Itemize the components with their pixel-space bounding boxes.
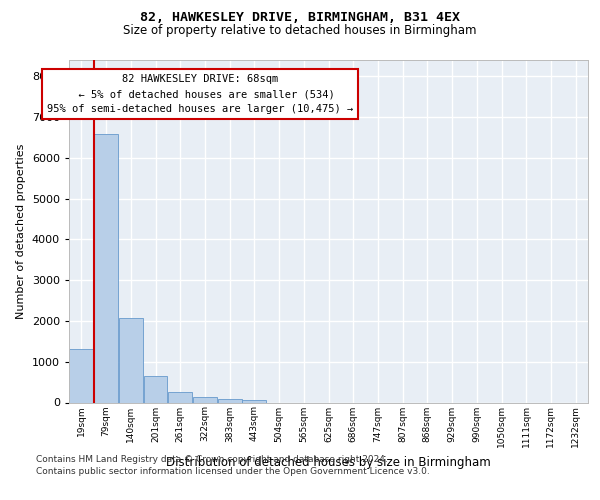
Text: Contains HM Land Registry data © Crown copyright and database right 2024.: Contains HM Land Registry data © Crown c… xyxy=(36,455,388,464)
Bar xyxy=(143,376,167,402)
Text: Contains public sector information licensed under the Open Government Licence v3: Contains public sector information licen… xyxy=(36,467,430,476)
Bar xyxy=(193,398,217,402)
Bar xyxy=(94,134,118,402)
Bar xyxy=(168,392,192,402)
Bar xyxy=(70,349,94,403)
X-axis label: Distribution of detached houses by size in Birmingham: Distribution of detached houses by size … xyxy=(166,456,491,468)
Text: Size of property relative to detached houses in Birmingham: Size of property relative to detached ho… xyxy=(123,24,477,37)
Text: 82 HAWKESLEY DRIVE: 68sqm
  ← 5% of detached houses are smaller (534)
95% of sem: 82 HAWKESLEY DRIVE: 68sqm ← 5% of detach… xyxy=(47,74,353,114)
Y-axis label: Number of detached properties: Number of detached properties xyxy=(16,144,26,319)
Bar xyxy=(242,400,266,402)
Bar xyxy=(218,399,242,402)
Bar xyxy=(119,318,143,402)
Text: 82, HAWKESLEY DRIVE, BIRMINGHAM, B31 4EX: 82, HAWKESLEY DRIVE, BIRMINGHAM, B31 4EX xyxy=(140,11,460,24)
